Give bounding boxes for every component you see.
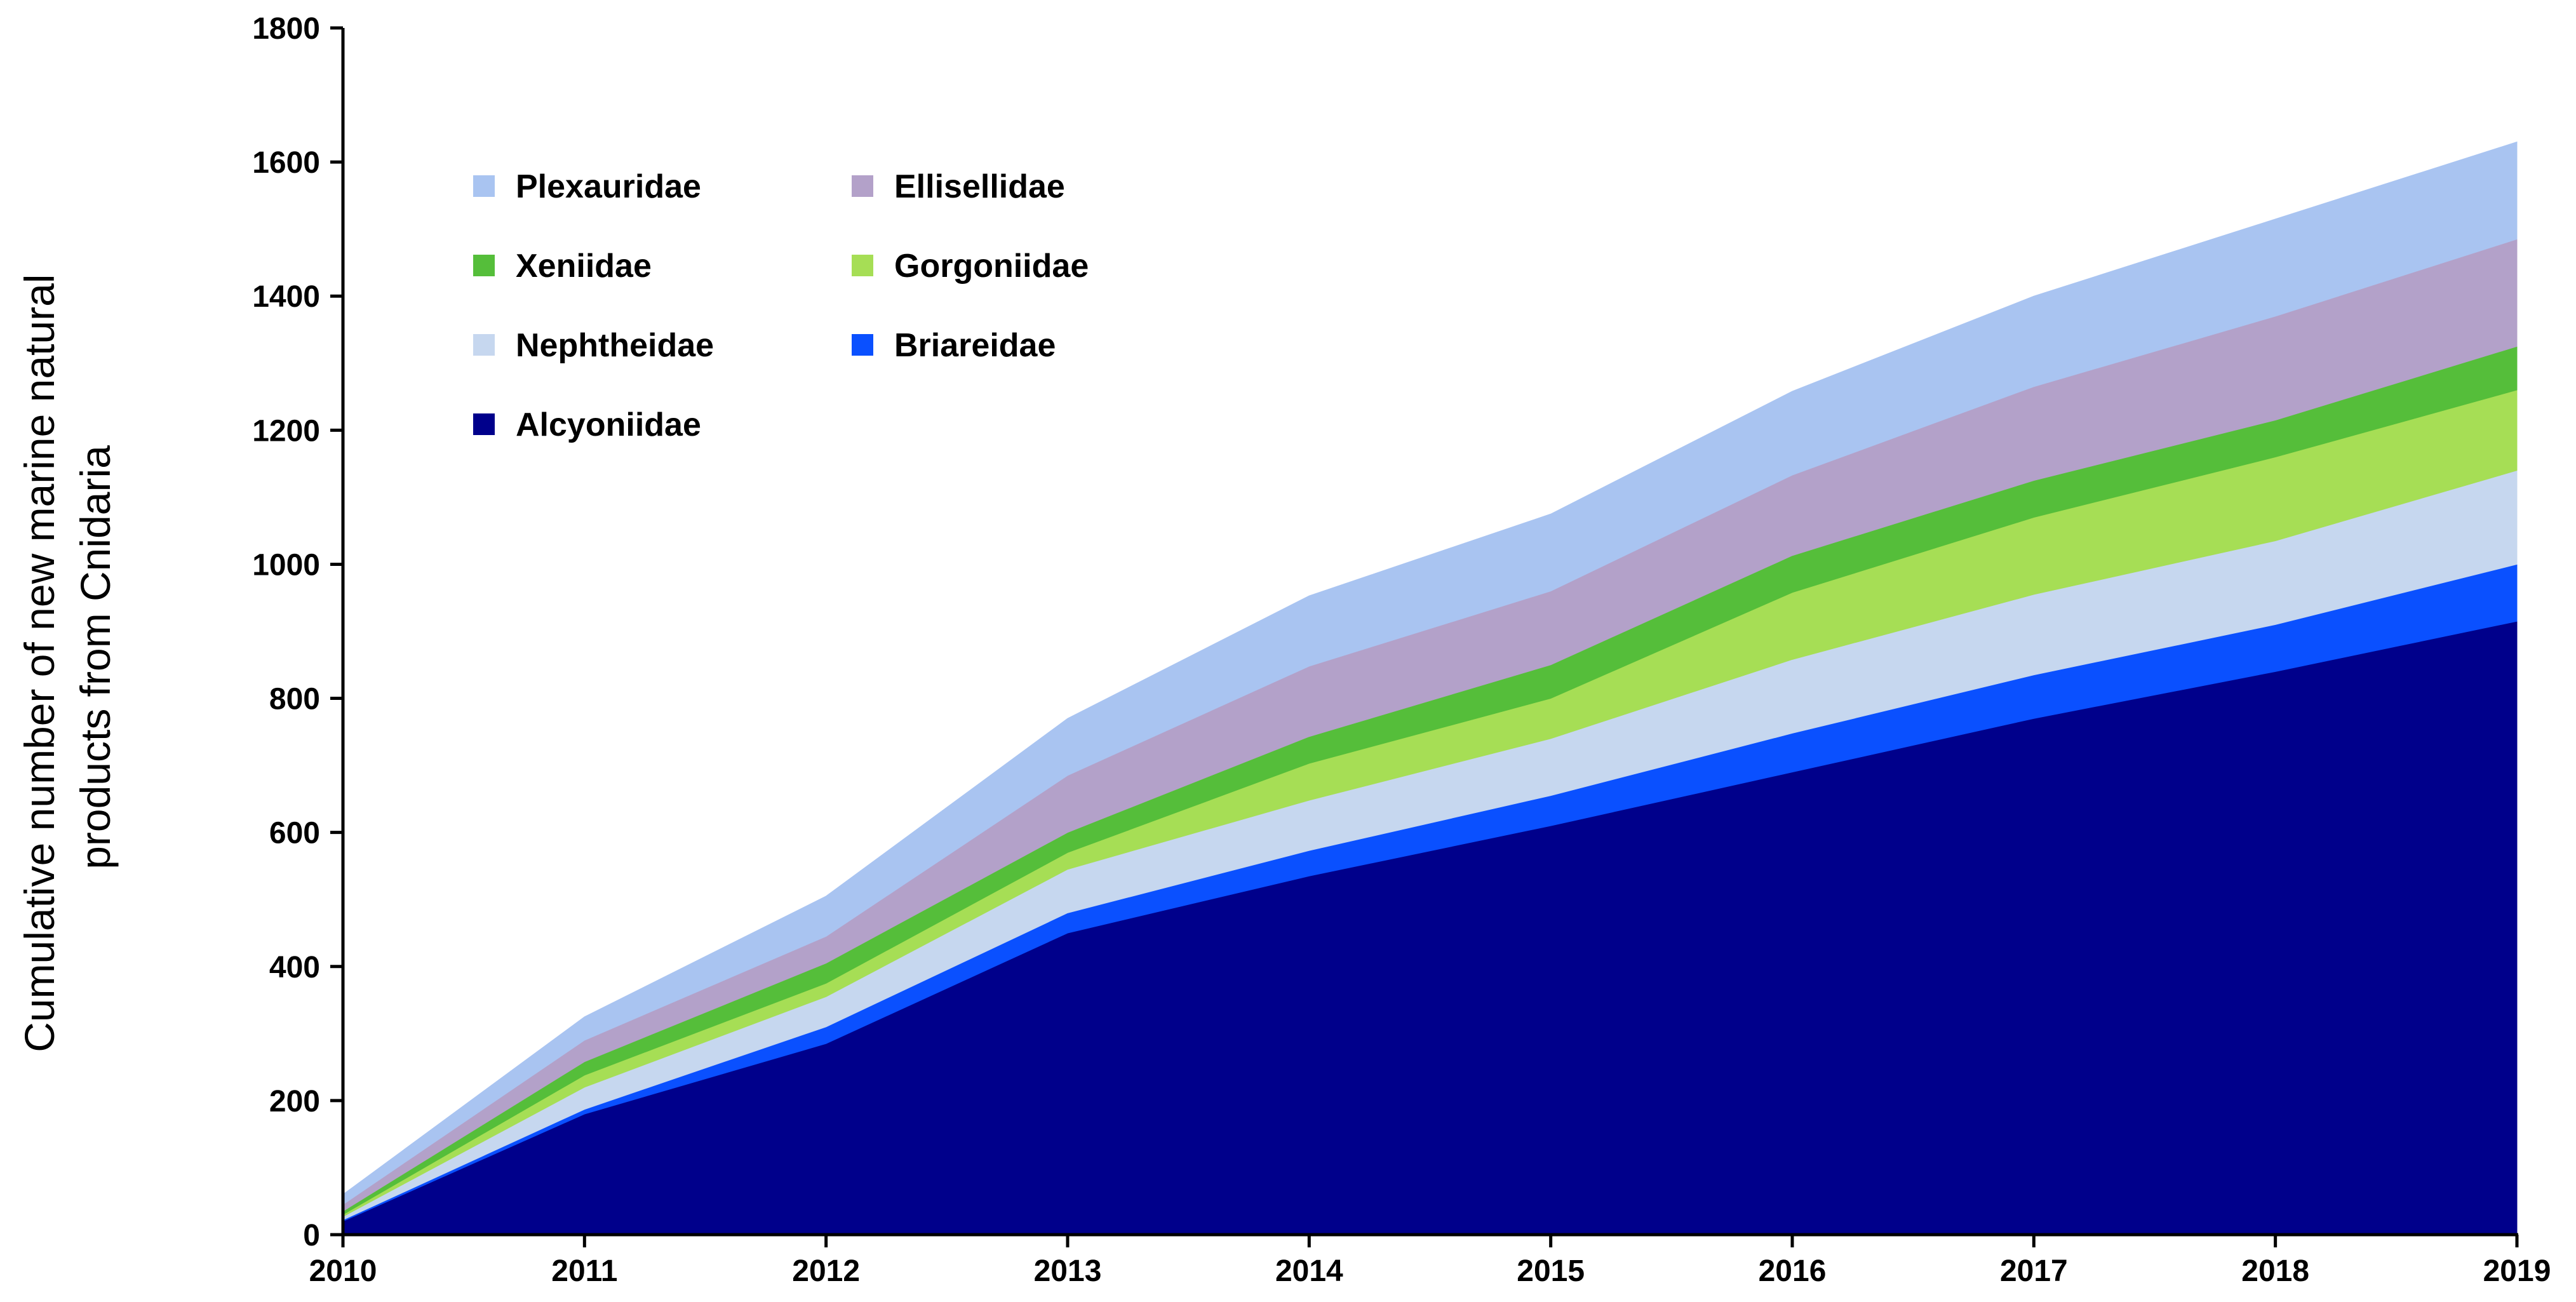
x-tick-label: 2019 — [2483, 1254, 2551, 1288]
x-tick-label: 2010 — [309, 1254, 377, 1288]
stacked-areas — [342, 141, 2518, 1235]
legend-swatch-plexauridae — [473, 175, 495, 197]
x-tick-label: 2012 — [792, 1254, 860, 1288]
y-tick-label: 600 — [269, 817, 320, 850]
y-tick-label: 1600 — [252, 146, 320, 180]
area-plexauridae — [342, 141, 2518, 1205]
y-axis-title-line-1: Cumulative number of new marine natural — [16, 274, 63, 1052]
legend-swatch-ellisellidae — [852, 175, 873, 197]
axes: 0 200 400 600 800 1000 1200 1400 1600 1800 2010 201… — [252, 12, 2551, 1288]
y-tick-label: 1800 — [252, 12, 320, 46]
legend-label-briareidae: Briareidae — [894, 327, 1056, 364]
x-tick-label: 2015 — [1517, 1254, 1585, 1288]
legend-label-xeniidae: Xeniidae — [516, 248, 652, 285]
y-tick-label: 1000 — [252, 548, 320, 582]
x-tick-label: 2014 — [1275, 1254, 1343, 1288]
y-axis-title: Cumulative number of new marine natural … — [16, 262, 119, 1052]
legend-label-nephtheidae: Nephtheidae — [516, 327, 714, 364]
y-tick-label: 1400 — [252, 280, 320, 314]
y-tick-label: 400 — [269, 951, 320, 984]
legend-swatch-nephtheidae — [473, 334, 495, 356]
legend-label-alcyoniidae: Alcyoniidae — [516, 406, 701, 443]
x-tick-label: 2011 — [551, 1254, 617, 1288]
x-tick-label: 2016 — [1759, 1254, 1827, 1288]
legend-label-plexauridae: Plexauridae — [516, 168, 701, 205]
legend-swatch-xeniidae — [473, 255, 495, 276]
legend-label-ellisellidae: Ellisellidae — [894, 168, 1065, 205]
legend-swatch-briareidae — [852, 334, 873, 356]
legend-swatch-gorgoniidae — [852, 255, 873, 276]
x-tick-label: 2013 — [1034, 1254, 1102, 1288]
legend: Plexauridae Ellisellidae Xeniidae Gorgoniid… — [473, 168, 1089, 443]
y-tick-label: 800 — [269, 683, 320, 716]
y-axis-title-line-2: products from Cnidaria — [72, 445, 119, 869]
y-tick-label: 1200 — [252, 414, 320, 448]
x-tick-label: 2018 — [2241, 1254, 2309, 1288]
y-tick-label: 200 — [269, 1085, 320, 1118]
x-tick-label: 2017 — [2000, 1254, 2068, 1288]
y-tick-label: 0 — [303, 1219, 320, 1252]
legend-label-gorgoniidae: Gorgoniidae — [894, 248, 1089, 285]
legend-swatch-alcyoniidae — [473, 413, 495, 435]
